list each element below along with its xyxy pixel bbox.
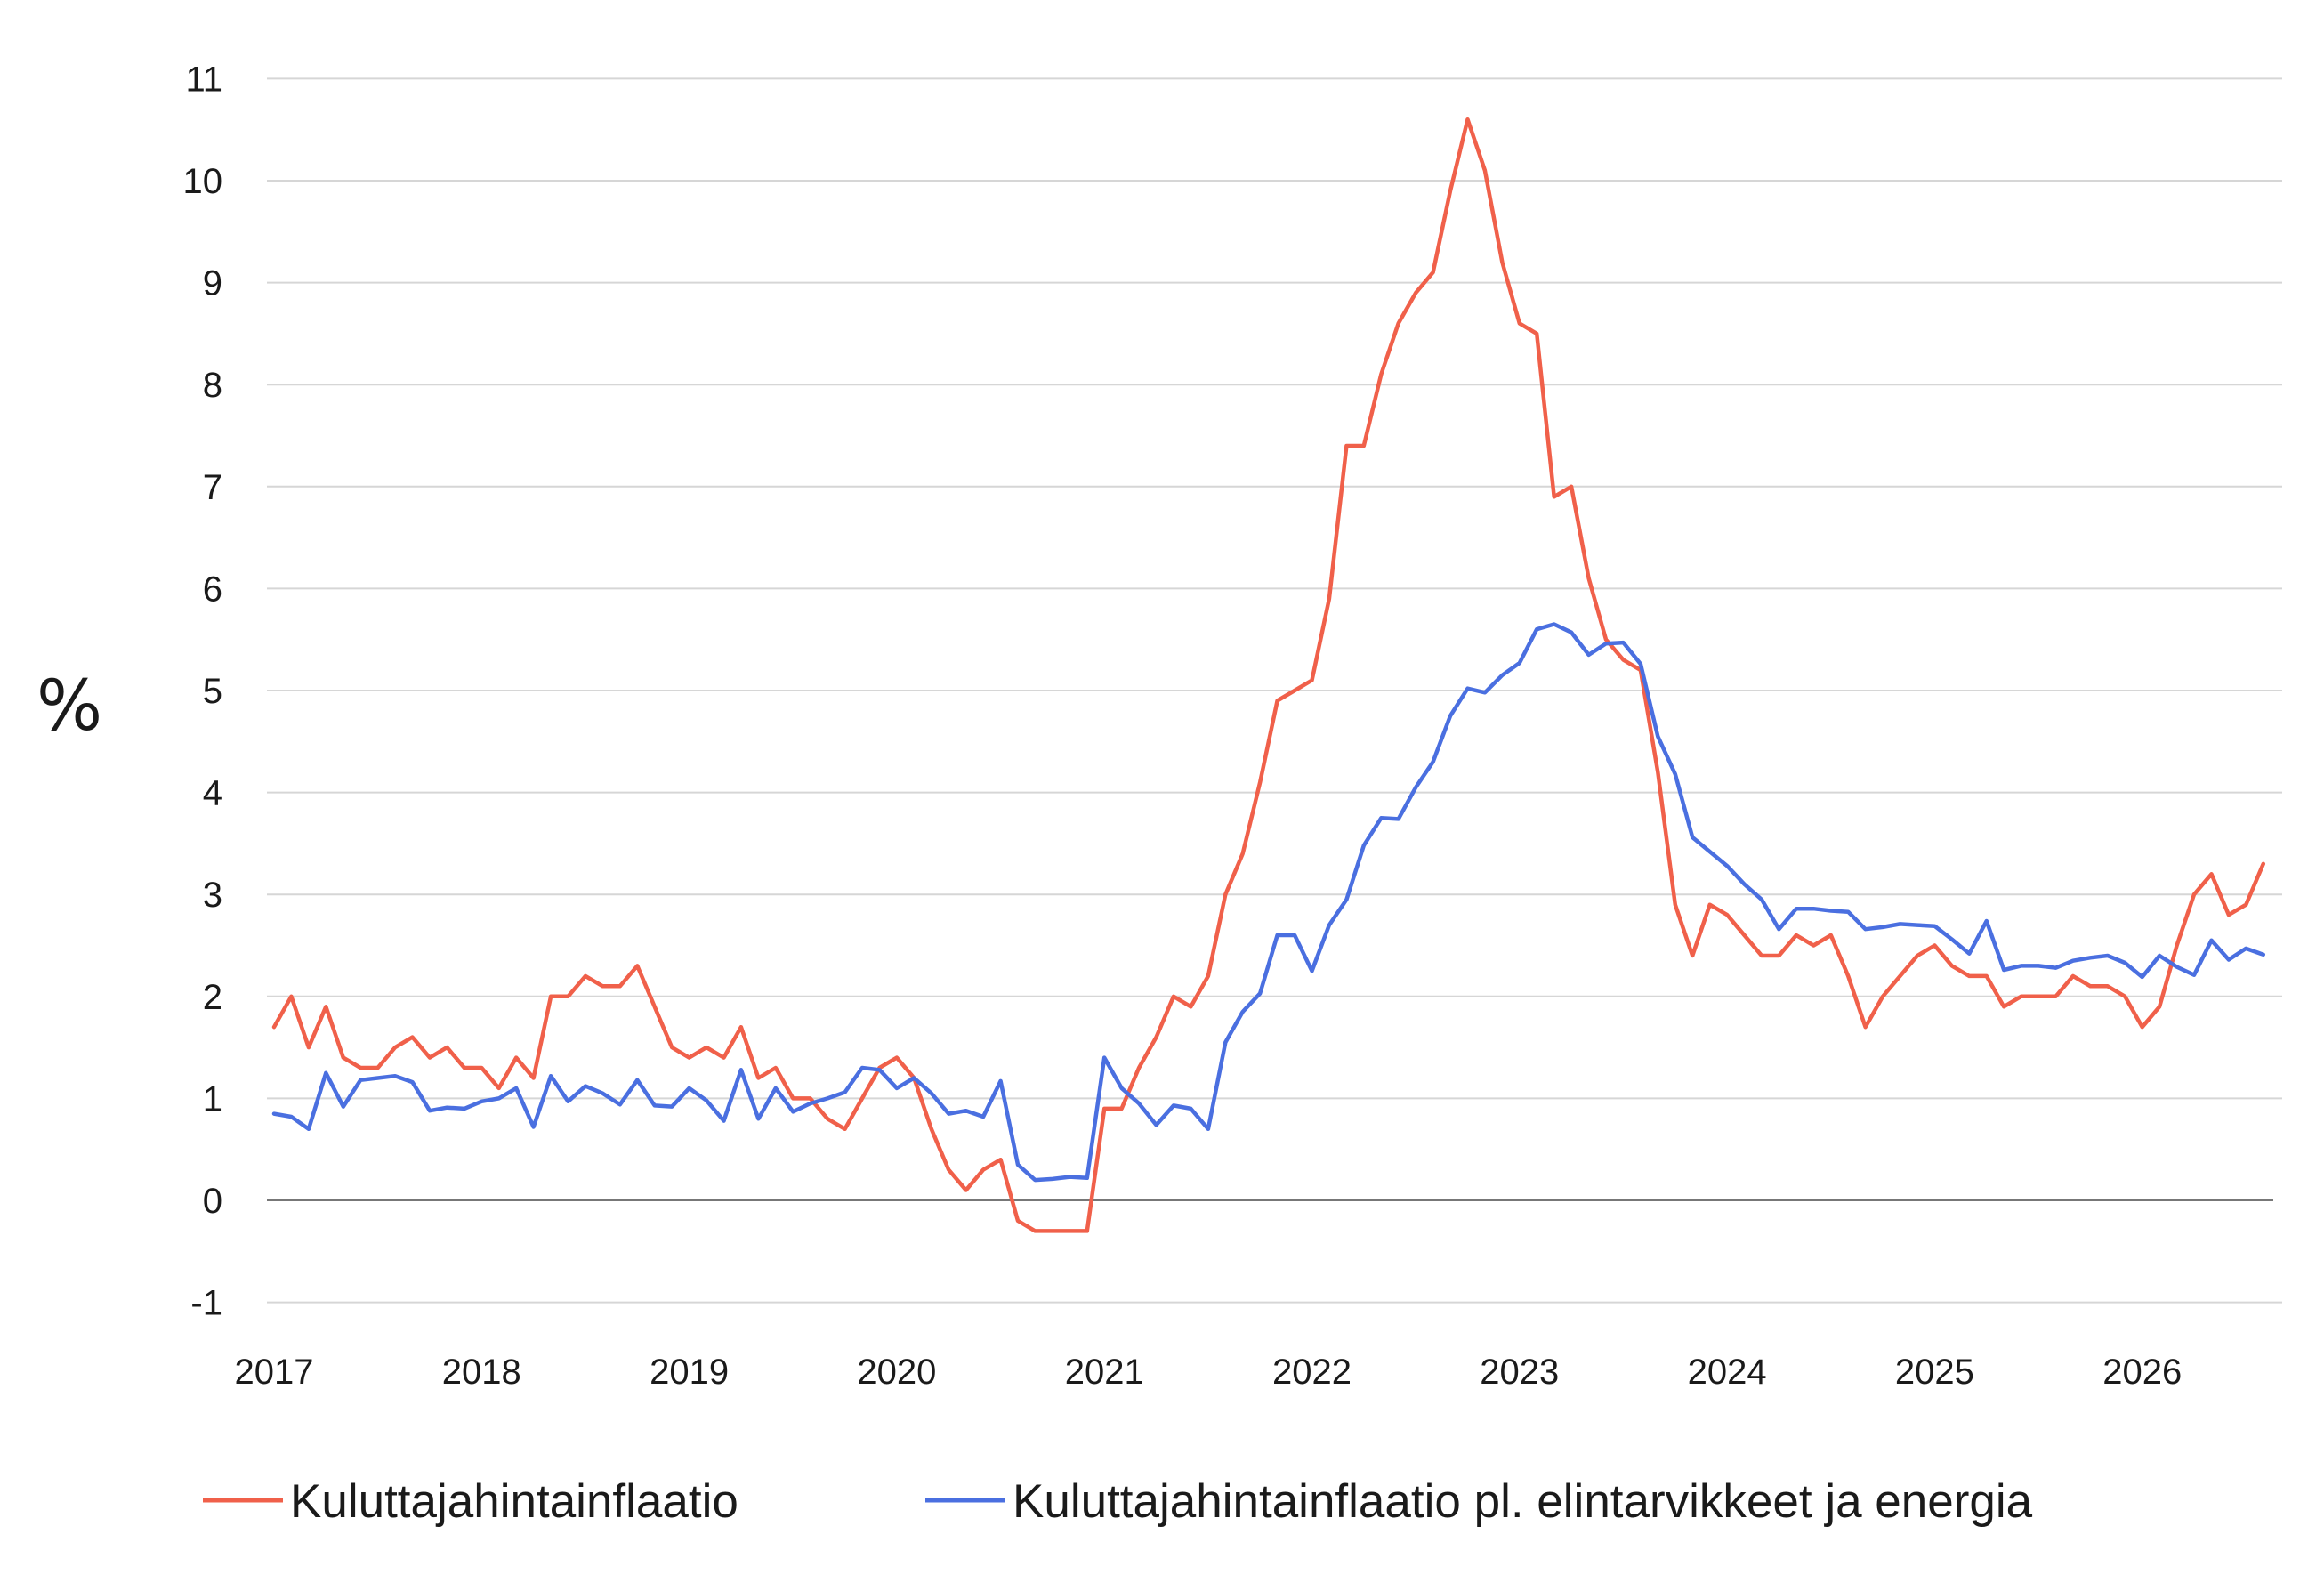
series-line-2 bbox=[271, 622, 2266, 1183]
y-tick-label: 11 bbox=[185, 60, 222, 99]
x-tick-label: 2024 bbox=[1688, 1353, 1767, 1392]
y-tick-label: 6 bbox=[203, 569, 222, 609]
series-lines bbox=[271, 117, 2266, 1233]
x-axis-ticks: 2017 2018 2019 2020 2021 2022 2023 2024 2025 2026 bbox=[235, 1353, 2183, 1392]
y-tick-label: 5 bbox=[203, 672, 222, 711]
y-axis-ticks: -1 0 1 2 3 4 5 6 7 8 9 10 11 bbox=[183, 60, 223, 1322]
x-tick-label: 2019 bbox=[650, 1353, 729, 1392]
x-tick-label: 2025 bbox=[1895, 1353, 1974, 1392]
y-tick-label: 1 bbox=[203, 1079, 222, 1119]
legend-label-2: Kuluttajahintainflaatio pl. elintarvikke… bbox=[1013, 1475, 2033, 1528]
y-tick-label: -1 bbox=[190, 1284, 222, 1323]
y-tick-label: 4 bbox=[203, 774, 222, 813]
y-tick-label: 9 bbox=[203, 264, 222, 303]
x-tick-label: 2023 bbox=[1480, 1353, 1559, 1392]
y-tick-label: 2 bbox=[203, 978, 222, 1017]
y-tick-label: 7 bbox=[203, 468, 222, 507]
y-tick-label: 3 bbox=[203, 876, 222, 915]
x-tick-label: 2022 bbox=[1272, 1353, 1352, 1392]
x-tick-label: 2018 bbox=[442, 1353, 521, 1392]
gridlines bbox=[267, 77, 2282, 1304]
series-line-1 bbox=[271, 117, 2266, 1233]
y-tick-label: 10 bbox=[183, 162, 223, 201]
legend: Kuluttajahintainflaatio Kuluttajahintainf… bbox=[203, 1475, 2033, 1528]
x-tick-label: 2026 bbox=[2102, 1353, 2182, 1392]
y-axis-label: % bbox=[36, 666, 102, 747]
x-tick-label: 2021 bbox=[1065, 1353, 1144, 1392]
legend-label-1: Kuluttajahintainflaatio bbox=[290, 1475, 738, 1528]
y-tick-label: 8 bbox=[203, 366, 222, 405]
x-tick-label: 2017 bbox=[235, 1353, 314, 1392]
y-tick-label: 0 bbox=[203, 1182, 222, 1221]
x-tick-label: 2020 bbox=[857, 1353, 936, 1392]
